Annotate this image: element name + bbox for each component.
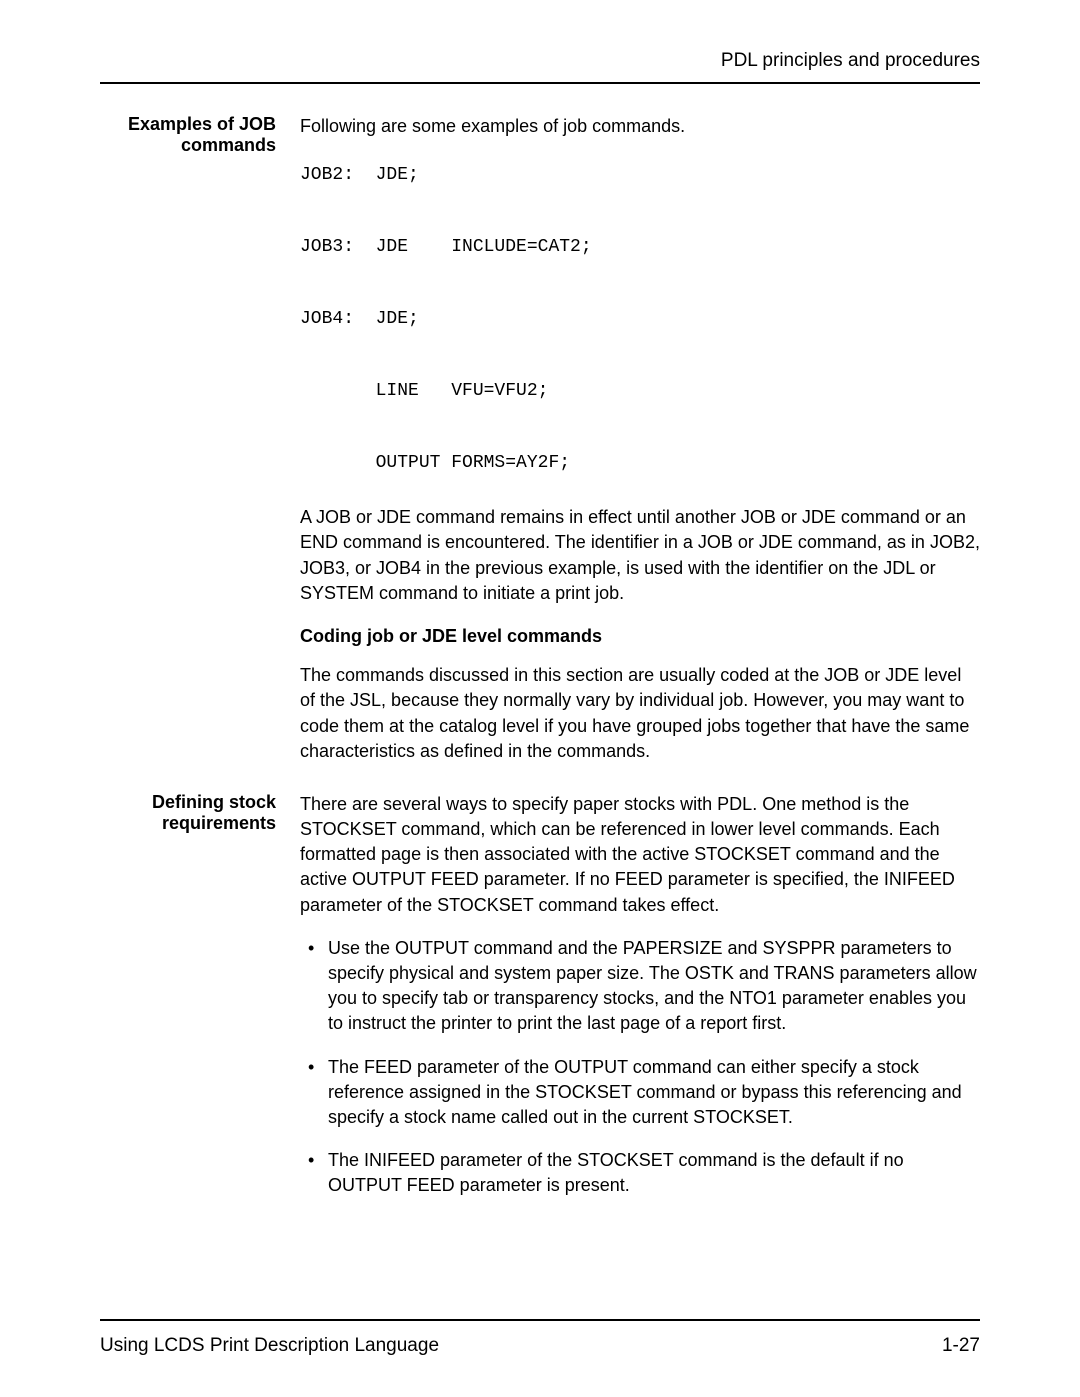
para-job-effect: A JOB or JDE command remains in effect u… (300, 505, 980, 606)
section-examples-job: Examples of JOB commands Following are s… (100, 114, 980, 782)
body-examples: Following are some examples of job comma… (300, 114, 980, 782)
para-stock-intro: There are several ways to specify paper … (300, 792, 980, 918)
subheading-coding: Coding job or JDE level commands (300, 624, 980, 649)
side-label-stock: Defining stock requirements (100, 792, 300, 1217)
para-coding: The commands discussed in this section a… (300, 663, 980, 764)
content: Examples of JOB commands Following are s… (100, 114, 980, 1227)
list-item: Use the OUTPUT command and the PAPERSIZE… (300, 936, 980, 1037)
code-block: JOB2: JDE; JOB3: JDE INCLUDE=CAT2; JOB4:… (300, 157, 980, 481)
page-header: PDL principles and procedures (100, 50, 980, 84)
footer-left: Using LCDS Print Description Language (100, 1335, 439, 1357)
intro-paragraph: Following are some examples of job comma… (300, 114, 980, 139)
page-footer: Using LCDS Print Description Language 1-… (100, 1319, 980, 1357)
list-item: The INIFEED parameter of the STOCKSET co… (300, 1148, 980, 1198)
side-label-examples: Examples of JOB commands (100, 114, 300, 782)
body-stock: There are several ways to specify paper … (300, 792, 980, 1217)
list-item: The FEED parameter of the OUTPUT command… (300, 1055, 980, 1131)
section-defining-stock: Defining stock requirements There are se… (100, 792, 980, 1217)
footer-right: 1-27 (942, 1335, 980, 1357)
bullet-list: Use the OUTPUT command and the PAPERSIZE… (300, 936, 980, 1199)
header-text: PDL principles and procedures (721, 50, 980, 71)
